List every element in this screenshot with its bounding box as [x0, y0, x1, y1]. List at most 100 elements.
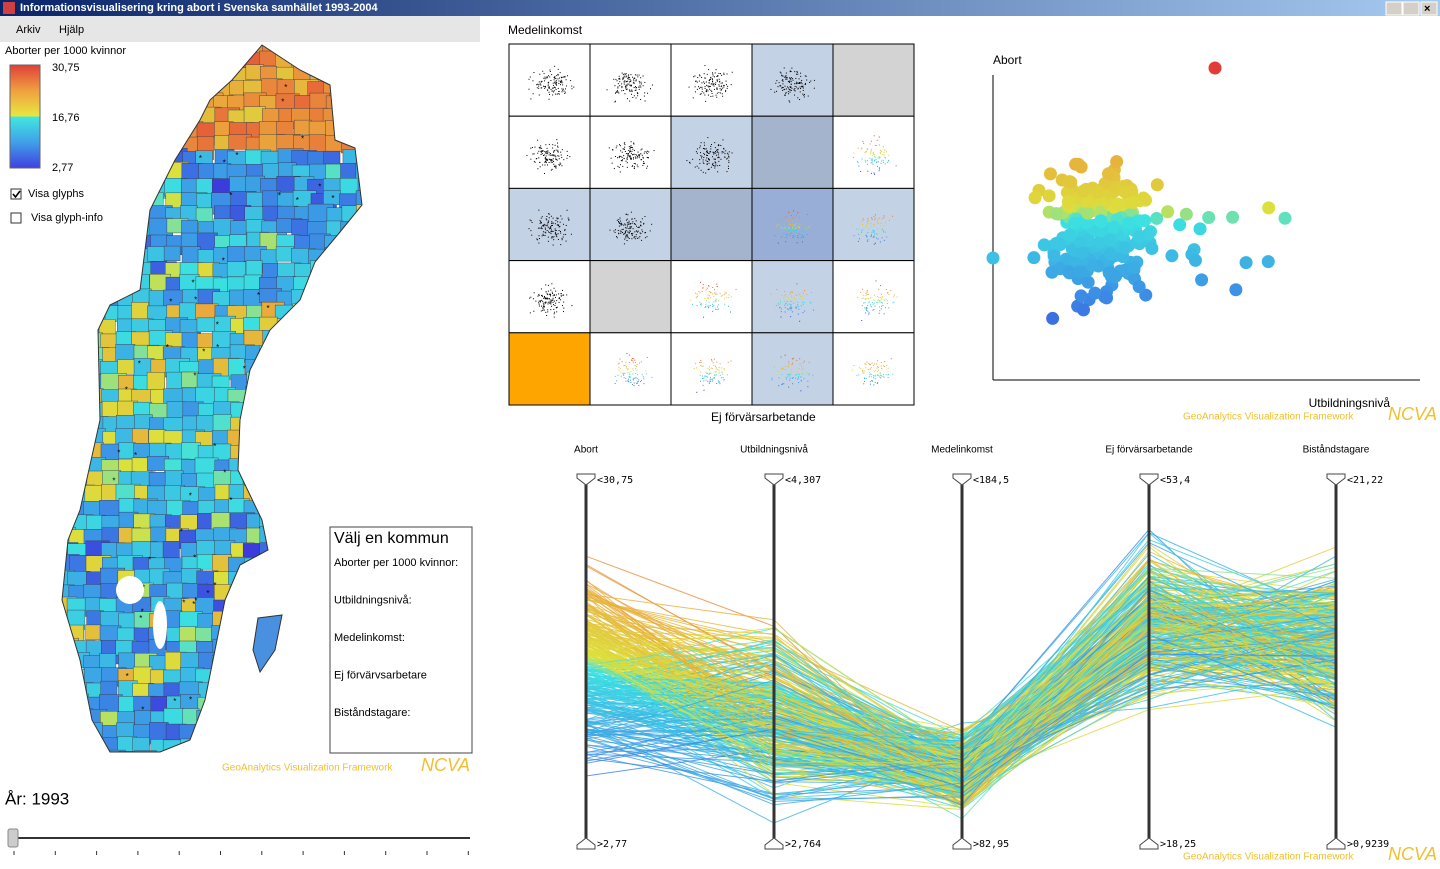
scatter-point[interactable]	[1091, 185, 1105, 199]
municipality[interactable]	[242, 470, 265, 488]
municipality[interactable]	[246, 723, 271, 743]
municipality[interactable]	[181, 246, 201, 265]
municipality[interactable]	[277, 415, 294, 432]
municipality[interactable]	[356, 302, 378, 324]
municipality[interactable]	[293, 721, 319, 742]
municipality[interactable]	[54, 304, 78, 325]
municipality[interactable]	[277, 431, 299, 456]
municipality[interactable]	[116, 275, 137, 293]
scatter-point[interactable]	[1088, 286, 1102, 300]
municipality[interactable]	[323, 485, 348, 502]
municipality[interactable]	[53, 135, 78, 157]
municipality[interactable]	[276, 543, 300, 566]
municipality[interactable]	[261, 403, 287, 426]
municipality[interactable]	[148, 148, 169, 173]
municipality[interactable]	[116, 66, 135, 90]
municipality[interactable]	[261, 667, 283, 686]
municipality[interactable]	[181, 52, 205, 73]
municipality[interactable]	[275, 596, 297, 613]
municipality[interactable]	[118, 442, 136, 460]
municipality[interactable]	[70, 736, 94, 755]
municipality[interactable]	[342, 149, 367, 166]
municipality[interactable]	[162, 739, 183, 764]
matrix-cell[interactable]	[832, 187, 915, 262]
municipality[interactable]	[358, 375, 382, 396]
municipality[interactable]	[101, 247, 119, 263]
scatter-point[interactable]	[1028, 191, 1042, 205]
municipality[interactable]	[324, 416, 343, 434]
municipality[interactable]	[166, 51, 191, 67]
municipality[interactable]	[341, 472, 363, 492]
range-handle[interactable]	[576, 473, 596, 486]
municipality[interactable]	[259, 695, 285, 715]
municipality[interactable]	[294, 738, 314, 757]
municipality[interactable]	[211, 696, 234, 719]
scatter-point[interactable]	[1122, 216, 1136, 230]
municipality[interactable]	[54, 695, 72, 719]
municipality[interactable]	[116, 260, 135, 285]
municipality[interactable]	[294, 472, 315, 494]
municipality[interactable]	[260, 736, 279, 752]
scatter-point[interactable]	[1077, 303, 1091, 317]
municipality[interactable]	[357, 401, 375, 419]
scatter-point[interactable]	[1074, 236, 1088, 250]
municipality[interactable]	[83, 263, 102, 280]
municipality[interactable]	[54, 414, 77, 436]
checkbox[interactable]	[10, 212, 22, 224]
municipality[interactable]	[277, 360, 295, 384]
municipality[interactable]	[51, 246, 73, 269]
municipality[interactable]	[99, 64, 122, 85]
municipality[interactable]	[276, 683, 299, 705]
municipality[interactable]	[211, 49, 232, 69]
municipality[interactable]	[54, 289, 78, 310]
scatter-point[interactable]	[1195, 273, 1209, 287]
scatter-point[interactable]	[1193, 222, 1207, 236]
range-handle[interactable]	[952, 837, 972, 850]
municipality[interactable]	[307, 442, 333, 467]
scatter-point[interactable]	[986, 251, 1000, 265]
municipality[interactable]	[183, 754, 200, 769]
scatter-point[interactable]	[1042, 189, 1056, 203]
municipality[interactable]	[309, 430, 330, 447]
municipality[interactable]	[229, 585, 252, 603]
municipality[interactable]	[293, 402, 312, 419]
municipality[interactable]	[260, 457, 286, 473]
municipality[interactable]	[101, 484, 119, 503]
matrix-cell[interactable]	[832, 332, 915, 406]
municipality[interactable]	[293, 682, 313, 707]
scatter-point[interactable]	[1075, 246, 1089, 260]
municipality[interactable]	[260, 359, 280, 383]
scatter-point[interactable]	[1094, 196, 1108, 210]
municipality[interactable]	[308, 736, 329, 756]
municipality[interactable]	[259, 470, 284, 492]
municipality[interactable]	[276, 373, 301, 390]
municipality[interactable]	[51, 512, 69, 532]
municipality[interactable]	[102, 78, 122, 98]
scatter-point[interactable]	[1278, 211, 1292, 225]
range-handle[interactable]	[764, 473, 784, 486]
scatter-point[interactable]	[1068, 216, 1082, 230]
municipality[interactable]	[83, 291, 103, 315]
municipality[interactable]	[340, 428, 362, 451]
municipality[interactable]	[276, 571, 295, 594]
municipality[interactable]	[67, 752, 88, 769]
municipality[interactable]	[54, 666, 74, 684]
scatter-point[interactable]	[1071, 157, 1085, 171]
municipality[interactable]	[275, 499, 300, 516]
municipality[interactable]	[325, 403, 350, 427]
municipality[interactable]	[243, 415, 263, 431]
municipality[interactable]	[196, 709, 215, 728]
municipality[interactable]	[339, 389, 363, 409]
scatter-point[interactable]	[1208, 61, 1222, 75]
municipality[interactable]	[66, 79, 88, 103]
municipality[interactable]	[212, 711, 232, 731]
scatter-point[interactable]	[1081, 194, 1095, 208]
municipality[interactable]	[293, 431, 312, 454]
matrix-cell[interactable]	[508, 115, 591, 189]
municipality[interactable]	[292, 497, 316, 521]
municipality[interactable]	[118, 150, 136, 166]
municipality[interactable]	[84, 163, 107, 180]
municipality[interactable]	[260, 708, 280, 731]
municipality[interactable]	[324, 471, 342, 487]
municipality[interactable]	[294, 585, 314, 609]
